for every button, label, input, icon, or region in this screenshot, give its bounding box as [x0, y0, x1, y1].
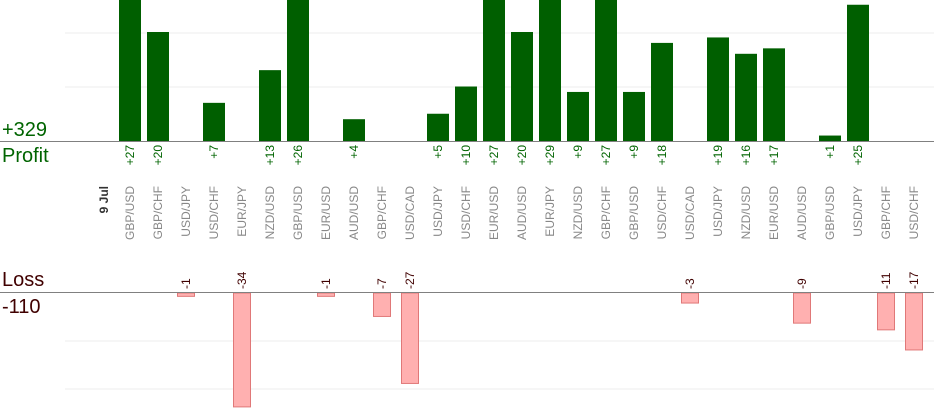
- pair-tick-label: USD/JPY: [179, 186, 193, 237]
- loss-value-label: -1: [319, 278, 333, 289]
- profit-value-label: +5: [431, 145, 445, 159]
- profit-value-label: +9: [627, 145, 641, 159]
- pair-tick-label: USD/CAD: [403, 186, 417, 240]
- axes: [0, 141, 934, 293]
- loss-value-label: -1: [179, 278, 193, 289]
- profit-value-label: +18: [655, 145, 669, 166]
- loss-bar: [177, 292, 195, 297]
- profit-value-label: +25: [851, 145, 865, 166]
- pair-tick-label: USD/CAD: [683, 186, 697, 240]
- loss-bars: [177, 292, 923, 408]
- profit-bar: [595, 0, 617, 141]
- pair-tick-label: EUR/JPY: [235, 186, 249, 237]
- pair-tick-label: USD/JPY: [431, 186, 445, 237]
- pair-tick-label: AUD/USD: [515, 186, 529, 240]
- date-label: 9 Jul: [97, 186, 111, 213]
- pair-tick-label: GBP/USD: [291, 186, 305, 240]
- profit-value-label: +4: [347, 145, 361, 159]
- profit-bar: [763, 48, 785, 141]
- profit-value-label: +10: [459, 145, 473, 166]
- profit-bar: [735, 53, 757, 141]
- profit-total: +329: [2, 119, 48, 141]
- profit-bar: [147, 32, 169, 141]
- pair-tick-label: EUR/USD: [767, 186, 781, 240]
- profit-value-label: +29: [543, 145, 557, 166]
- profit-bar: [259, 70, 281, 141]
- loss-bar: [793, 292, 811, 324]
- pair-tick-label: GBP/CHF: [151, 186, 165, 239]
- profit-bar: [287, 0, 309, 141]
- pair-tick-label: USD/CHF: [207, 186, 221, 239]
- profit-bar: [567, 91, 589, 141]
- loss-value-label: -7: [375, 278, 389, 289]
- loss-value-label: -27: [403, 271, 417, 289]
- pair-tick-label: EUR/USD: [319, 186, 333, 240]
- pair-tick-label: GBP/USD: [627, 186, 641, 240]
- profit-bar: [455, 86, 477, 141]
- pair-tick-label: AUD/USD: [347, 186, 361, 240]
- profit-bar: [427, 113, 449, 141]
- profit-bar: [119, 0, 141, 141]
- loss-value-label: -17: [907, 271, 921, 289]
- profit-value-label: +27: [599, 145, 613, 166]
- pair-tick-label: EUR/USD: [487, 186, 501, 240]
- profit-value-label: +1: [823, 145, 837, 159]
- loss-bar: [905, 292, 923, 351]
- pair-tick-label: NZD/USD: [739, 186, 753, 240]
- profit-value-label: +7: [207, 145, 221, 159]
- loss-bar: [317, 292, 335, 297]
- profit-value-label: +27: [123, 145, 137, 166]
- loss-bar: [681, 292, 699, 304]
- pair-tick-label: AUD/USD: [795, 186, 809, 240]
- profit-bar: [511, 32, 533, 141]
- pair-tick-label: EUR/JPY: [543, 186, 557, 237]
- profit-bar: [651, 42, 673, 141]
- pair-tick-label: USD/JPY: [711, 186, 725, 237]
- loss-bar: [877, 292, 895, 331]
- pair-tick-label: GBP/CHF: [599, 186, 613, 239]
- profit-label: Profit: [2, 145, 49, 167]
- profit-bar: [343, 119, 365, 141]
- profit-bar: [203, 102, 225, 141]
- pair-tick-label: GBP/CHF: [375, 186, 389, 239]
- profit-value-label: +17: [767, 145, 781, 166]
- pair-tick-label: USD/JPY: [851, 186, 865, 237]
- pair-tick-label: NZD/USD: [571, 186, 585, 240]
- profit-value-label: +13: [263, 145, 277, 166]
- loss-bar: [373, 292, 391, 317]
- loss-value-label: -34: [235, 271, 249, 289]
- pair-tick-labels: GBP/USD GBP/CHF USD/JPY USD/CHF EUR/JPY NZD/U…: [123, 186, 921, 240]
- loss-label: Loss: [2, 269, 45, 291]
- profit-bar: [707, 37, 729, 142]
- profit-value-labels: +27 +20 +7 +13 +26 +4 +5 +10 +27 +20 +29 +9 +27 +9 +18…: [123, 145, 865, 166]
- loss-value-labels: -1 -34 -1 -7 -27 -3 -9 -11 -17: [179, 271, 921, 289]
- profit-bar: [483, 0, 505, 141]
- profit-value-label: +20: [515, 145, 529, 166]
- profit-bar: [623, 91, 645, 141]
- profit-value-label: +20: [151, 145, 165, 166]
- loss-value-label: -9: [795, 278, 809, 289]
- loss-bar: [233, 292, 251, 408]
- loss-bar: [401, 292, 419, 384]
- pair-tick-label: NZD/USD: [263, 186, 277, 240]
- pair-tick-label: GBP/CHF: [879, 186, 893, 239]
- profit-value-label: +9: [571, 145, 585, 159]
- profit-value-label: +16: [739, 145, 753, 166]
- pair-tick-label: USD/CHF: [907, 186, 921, 239]
- pair-tick-label: GBP/USD: [123, 186, 137, 240]
- loss-total: -110: [2, 296, 41, 318]
- profit-bar: [847, 4, 869, 141]
- profit-bar: [539, 0, 561, 142]
- pair-tick-label: USD/CHF: [655, 186, 669, 239]
- profit-bar: [819, 135, 841, 141]
- profit-value-label: +19: [711, 145, 725, 166]
- profit-bars: [119, 0, 869, 142]
- profit-value-label: +27: [487, 145, 501, 166]
- loss-value-label: -3: [683, 278, 697, 289]
- pair-tick-label: GBP/USD: [823, 186, 837, 240]
- profit-value-label: +26: [291, 145, 305, 166]
- loss-value-label: -11: [879, 272, 893, 289]
- pair-tick-label: USD/CHF: [459, 186, 473, 239]
